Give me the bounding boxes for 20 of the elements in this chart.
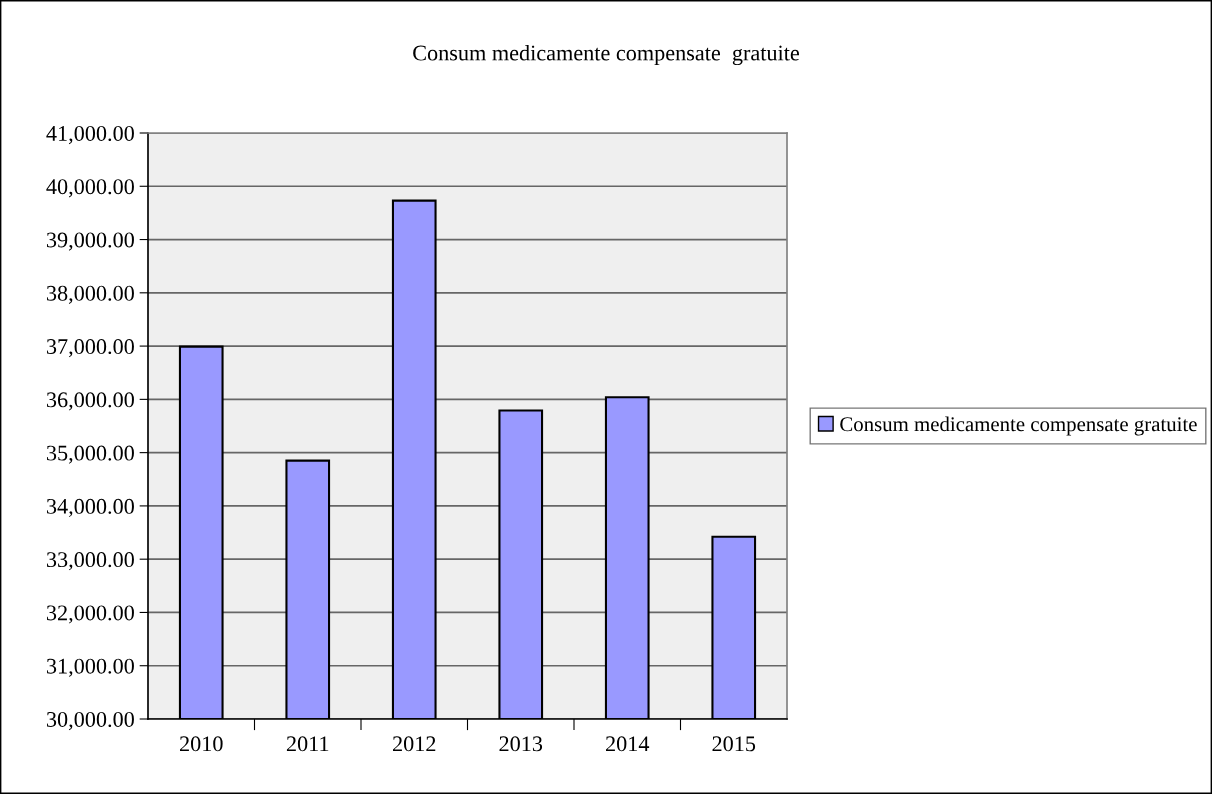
y-tick-label: 36,000.00 xyxy=(46,392,134,411)
y-tick-label: 37,000.00 xyxy=(46,339,134,358)
y-tick-label: 34,000.00 xyxy=(46,498,134,518)
y-tick-label: 40,000.00 xyxy=(46,179,134,198)
y-tick-label: 30,000.00 xyxy=(46,711,134,731)
y-tick-label: 35,000.00 xyxy=(46,445,134,464)
x-tick-label: 2014 xyxy=(606,736,650,752)
y-tick-label: 39,000.00 xyxy=(46,232,134,251)
chart-title: Consum medicamente compensate gratuite xyxy=(413,44,799,66)
y-tick-label: 33,000.00 xyxy=(46,552,134,571)
x-tick-label: 2015 xyxy=(712,736,756,752)
legend-label: Consum medicamente compensate gratuite xyxy=(840,416,1197,436)
x-tick-label: 2013 xyxy=(499,736,543,752)
y-tick-label: 31,000.00 xyxy=(46,658,134,677)
x-tick-label: 2010 xyxy=(180,736,223,752)
x-tick-label: 2011 xyxy=(286,736,329,752)
y-tick-label: 32,000.00 xyxy=(46,605,134,624)
y-tick-label: 41,000.00 xyxy=(46,125,134,145)
x-tick-label: 2012 xyxy=(393,736,436,752)
y-tick-label: 38,000.00 xyxy=(46,285,134,304)
